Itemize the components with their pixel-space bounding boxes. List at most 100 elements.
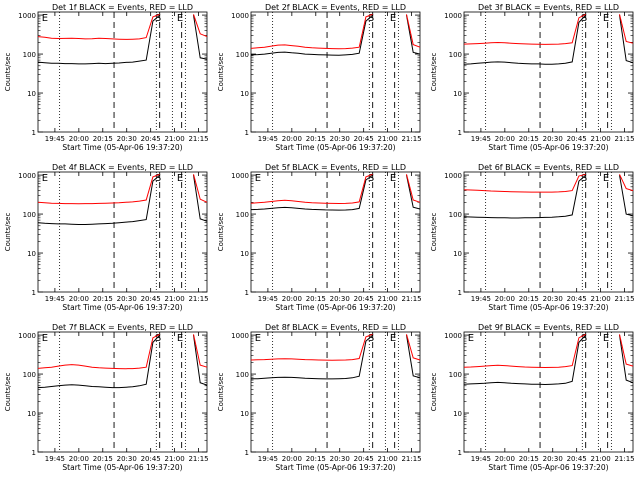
- y-tick-label: 10: [453, 250, 462, 258]
- marker-label: E: [255, 173, 261, 184]
- events-series-line: [37, 334, 208, 389]
- y-tick-label: 100: [449, 51, 462, 59]
- chart-title: Det 8f BLACK = Events, RED = LLD: [265, 323, 406, 332]
- y-tick-label: 1000: [18, 172, 36, 180]
- marker-label: S: [581, 333, 587, 344]
- x-tick-label: 21:15: [188, 455, 208, 463]
- lld-series-line: [37, 13, 208, 40]
- y-tick-label: 10: [240, 250, 249, 258]
- x-tick-label: 20:15: [306, 295, 326, 303]
- marker-label: E: [468, 333, 474, 344]
- x-tick-label: 20:30: [117, 295, 137, 303]
- x-tick-label: 19:45: [45, 135, 65, 143]
- events-series-line: [463, 174, 634, 219]
- events-series-line: [250, 14, 421, 56]
- x-tick-label: 20:45: [567, 295, 587, 303]
- x-tick-label: 20:00: [282, 135, 302, 143]
- x-tick-label: 20:30: [330, 455, 350, 463]
- x-tick-label: 20:30: [543, 455, 563, 463]
- chart-title: Det 7f BLACK = Events, RED = LLD: [52, 323, 193, 332]
- x-tick-label: 21:00: [378, 455, 398, 463]
- marker-label: S: [581, 173, 587, 184]
- x-axis-label: Start Time (05-Apr-06 19:37:20): [62, 143, 182, 152]
- y-tick-label: 10: [240, 410, 249, 418]
- x-tick-label: 20:30: [330, 135, 350, 143]
- chart-panel-1: Det 1f BLACK = Events, RED = LLD 1 10 100 10…: [4, 3, 209, 152]
- y-axis-label: Counts/sec: [217, 213, 225, 252]
- x-tick-label: 21:15: [614, 295, 634, 303]
- x-tick-label: 19:45: [258, 135, 278, 143]
- x-tick-label: 21:00: [165, 455, 185, 463]
- x-tick-label: 20:15: [519, 455, 539, 463]
- marker-label: E: [177, 173, 183, 184]
- marker-label: E: [42, 333, 48, 344]
- marker-label: E: [603, 173, 609, 184]
- marker-label: E: [42, 13, 48, 24]
- plot-frame: [37, 331, 208, 453]
- events-series-line: [463, 334, 634, 386]
- marker-label: E: [603, 13, 609, 24]
- marker-label: E: [603, 333, 609, 344]
- x-axis-label: Start Time (05-Apr-06 19:37:20): [275, 143, 395, 152]
- x-tick-label: 20:15: [519, 295, 539, 303]
- y-axis-label: Counts/sec: [4, 53, 12, 92]
- y-tick-label: 100: [236, 51, 249, 59]
- x-tick-label: 19:45: [45, 295, 65, 303]
- chart-title: Det 5f BLACK = Events, RED = LLD: [265, 163, 406, 172]
- y-tick-label: 100: [236, 371, 249, 379]
- plot-frame: [463, 171, 634, 293]
- x-tick-label: 20:00: [69, 135, 89, 143]
- y-tick-label: 10: [453, 410, 462, 418]
- x-tick-label: 20:45: [354, 135, 374, 143]
- y-axis-label: Counts/sec: [4, 373, 12, 412]
- events-series-line: [37, 174, 208, 225]
- marker-label: S: [368, 333, 374, 344]
- plot-frame: [250, 11, 421, 133]
- y-tick-label: 1000: [18, 12, 36, 20]
- marker-label: S: [581, 13, 587, 24]
- x-tick-label: 20:15: [93, 295, 113, 303]
- y-tick-label: 100: [23, 51, 36, 59]
- y-tick-label: 1000: [444, 332, 462, 340]
- y-tick-label: 1: [32, 129, 36, 137]
- marker-label: S: [155, 173, 161, 184]
- x-axis-label: Start Time (05-Apr-06 19:37:20): [488, 143, 608, 152]
- marker-label: E: [390, 13, 396, 24]
- chart-title: Det 6f BLACK = Events, RED = LLD: [478, 163, 619, 172]
- x-tick-label: 21:15: [614, 455, 634, 463]
- y-tick-label: 1: [458, 129, 462, 137]
- y-tick-label: 10: [453, 90, 462, 98]
- x-tick-label: 21:15: [188, 295, 208, 303]
- y-tick-label: 100: [449, 371, 462, 379]
- x-tick-label: 20:00: [282, 295, 302, 303]
- y-tick-label: 1: [458, 449, 462, 457]
- y-tick-label: 1000: [444, 172, 462, 180]
- x-tick-label: 20:45: [141, 455, 161, 463]
- x-tick-label: 21:00: [591, 455, 611, 463]
- y-tick-label: 10: [240, 90, 249, 98]
- events-series-line: [250, 174, 421, 211]
- chart-panel-6: Det 6f BLACK = Events, RED = LLD 1 10 100 10…: [430, 163, 635, 312]
- x-tick-label: 19:45: [471, 295, 491, 303]
- y-tick-label: 100: [449, 211, 462, 219]
- x-tick-label: 20:30: [117, 135, 137, 143]
- x-tick-label: 21:00: [591, 295, 611, 303]
- marker-label: S: [368, 173, 374, 184]
- marker-label: E: [177, 333, 183, 344]
- x-tick-label: 20:45: [567, 455, 587, 463]
- x-tick-label: 20:30: [330, 295, 350, 303]
- x-axis-label: Start Time (05-Apr-06 19:37:20): [488, 303, 608, 312]
- x-tick-label: 19:45: [45, 455, 65, 463]
- plot-frame: [463, 11, 634, 133]
- x-tick-label: 20:45: [141, 295, 161, 303]
- y-tick-label: 1000: [444, 12, 462, 20]
- chart-title: Det 3f BLACK = Events, RED = LLD: [478, 3, 619, 12]
- y-tick-label: 1: [245, 289, 249, 297]
- x-tick-label: 20:15: [306, 455, 326, 463]
- x-tick-label: 20:30: [117, 455, 137, 463]
- x-tick-label: 21:15: [188, 135, 208, 143]
- x-tick-label: 20:00: [282, 455, 302, 463]
- chart-panel-7: Det 7f BLACK = Events, RED = LLD 1 10 100 10…: [4, 323, 209, 472]
- y-axis-label: Counts/sec: [217, 373, 225, 412]
- lld-series-line: [463, 333, 634, 369]
